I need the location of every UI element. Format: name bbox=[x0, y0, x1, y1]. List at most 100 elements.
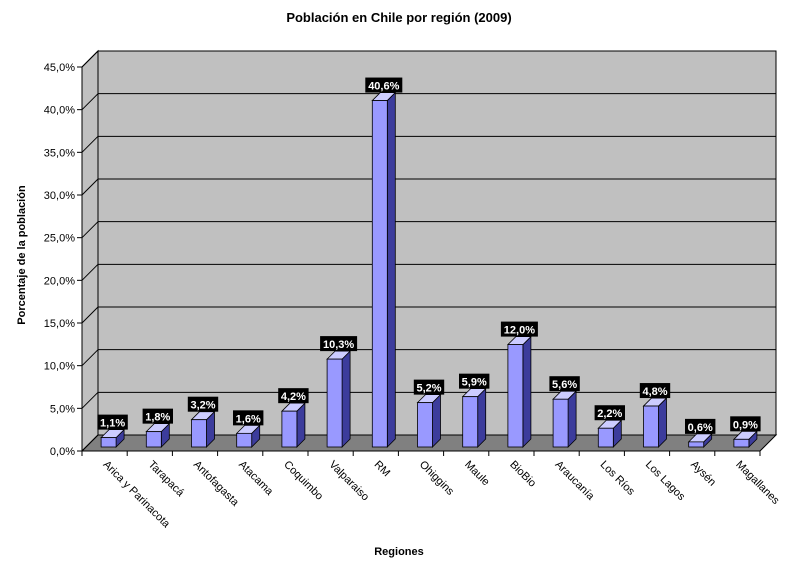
bar-group: 0,6% bbox=[685, 418, 716, 448]
bar bbox=[733, 438, 750, 448]
gridline-side bbox=[81, 178, 99, 196]
data-label-box bbox=[187, 396, 219, 412]
data-label: 1,8% bbox=[145, 412, 170, 424]
bar bbox=[145, 431, 162, 448]
data-label-box bbox=[365, 77, 403, 93]
data-label: 10,3% bbox=[323, 339, 354, 351]
data-label: 4,2% bbox=[281, 391, 306, 403]
data-label: 3,2% bbox=[190, 400, 215, 412]
data-label-box bbox=[685, 418, 716, 434]
bar bbox=[462, 396, 479, 448]
data-label-box bbox=[320, 336, 358, 352]
bar-group: 10,3% bbox=[320, 336, 358, 448]
bar-side bbox=[567, 390, 577, 448]
y-tick-label: 40,0% bbox=[44, 105, 75, 117]
bar-side bbox=[432, 393, 441, 448]
data-label: 0,9% bbox=[733, 419, 758, 431]
bar bbox=[417, 402, 433, 448]
y-tick-label: 25,0% bbox=[44, 233, 75, 245]
data-label-box bbox=[549, 376, 580, 392]
gridline-side bbox=[81, 221, 99, 239]
x-tick-label: Atacama bbox=[236, 459, 276, 499]
y-tick-label: 30,0% bbox=[44, 190, 75, 202]
data-label: 12,0% bbox=[504, 325, 535, 337]
x-tick-label: RM bbox=[372, 459, 393, 480]
bar-side bbox=[522, 335, 532, 448]
bar-side bbox=[341, 350, 351, 448]
x-tick-label: Los Lagos bbox=[643, 459, 688, 504]
data-label: 5,2% bbox=[416, 383, 441, 395]
data-label-box bbox=[639, 383, 671, 399]
bar-group: 2,2% bbox=[594, 405, 625, 448]
bar-group: 4,2% bbox=[278, 388, 309, 448]
y-tick-label: 20,0% bbox=[44, 275, 75, 287]
bar-group: 5,2% bbox=[413, 379, 445, 448]
chart-title: Población en Chile por región (2009) bbox=[286, 10, 512, 25]
data-label-box bbox=[233, 410, 264, 426]
bar-group: 1,6% bbox=[233, 410, 264, 448]
y-tick-label: 5,0% bbox=[50, 403, 75, 415]
gridline-side bbox=[81, 50, 99, 68]
bar bbox=[371, 100, 388, 448]
bar bbox=[597, 427, 614, 448]
plot-back-wall bbox=[97, 50, 777, 436]
y-tick-label: 45,0% bbox=[44, 62, 75, 74]
data-label-box bbox=[413, 379, 445, 395]
bar-group: 40,6% bbox=[365, 77, 403, 448]
gridline-side bbox=[81, 93, 99, 111]
bar bbox=[507, 344, 524, 448]
x-tick-label: Aysén bbox=[688, 459, 718, 489]
x-tick-label: Ohiggins bbox=[417, 459, 457, 499]
bar bbox=[552, 398, 569, 448]
gridline-side bbox=[81, 349, 99, 367]
gridline-side bbox=[81, 263, 99, 281]
bar bbox=[100, 437, 117, 448]
bar-group: 0,9% bbox=[730, 416, 761, 448]
x-tick-label: Coquimbo bbox=[281, 459, 325, 503]
bar-group: 5,9% bbox=[459, 373, 490, 448]
data-label-box bbox=[278, 388, 309, 404]
x-tick-label: Maule bbox=[462, 459, 492, 489]
data-label: 5,6% bbox=[552, 379, 577, 391]
data-label-box bbox=[594, 405, 625, 421]
x-tick-label: Valparaiso bbox=[326, 459, 371, 504]
bar bbox=[688, 441, 705, 448]
y-tick-label: 0,0% bbox=[50, 446, 75, 458]
bar bbox=[326, 358, 343, 448]
x-tick-label: Los Ríos bbox=[598, 459, 638, 499]
bar-group: 5,6% bbox=[549, 376, 580, 448]
bar bbox=[236, 432, 253, 448]
bar-group: 3,2% bbox=[187, 396, 219, 448]
data-label: 1,6% bbox=[236, 413, 261, 425]
data-label-box bbox=[459, 373, 490, 389]
data-label-box bbox=[730, 416, 761, 432]
x-axis-title: Regiones bbox=[374, 546, 424, 558]
bar bbox=[191, 419, 207, 448]
data-label: 0,6% bbox=[688, 422, 713, 434]
y-tick-label: 15,0% bbox=[44, 318, 75, 330]
x-tick-label: BioBio bbox=[507, 459, 538, 490]
data-label-box bbox=[97, 414, 128, 430]
data-label-box bbox=[500, 321, 538, 337]
bar bbox=[643, 405, 659, 448]
plot-side-wall bbox=[81, 49, 99, 453]
bar-group: 12,0% bbox=[500, 321, 538, 448]
gridline-side bbox=[81, 391, 99, 409]
x-tick-label: Antofagasta bbox=[191, 459, 242, 510]
data-label: 40,6% bbox=[368, 81, 399, 93]
x-tick-label: Tarapacá bbox=[146, 459, 187, 500]
bar-group: 1,1% bbox=[97, 414, 128, 448]
bar bbox=[281, 410, 298, 448]
data-label: 2,2% bbox=[597, 408, 622, 420]
y-tick-label: 35,0% bbox=[44, 147, 75, 159]
bar-group: 4,8% bbox=[639, 383, 671, 448]
data-label: 5,9% bbox=[462, 377, 487, 389]
x-tick-label: Araucanía bbox=[552, 459, 597, 504]
data-label: 1,1% bbox=[100, 418, 125, 430]
x-tick-label: Magallanes bbox=[733, 459, 782, 508]
bar-side bbox=[386, 91, 396, 448]
data-label-box bbox=[142, 408, 173, 424]
gridline-side bbox=[81, 306, 99, 324]
